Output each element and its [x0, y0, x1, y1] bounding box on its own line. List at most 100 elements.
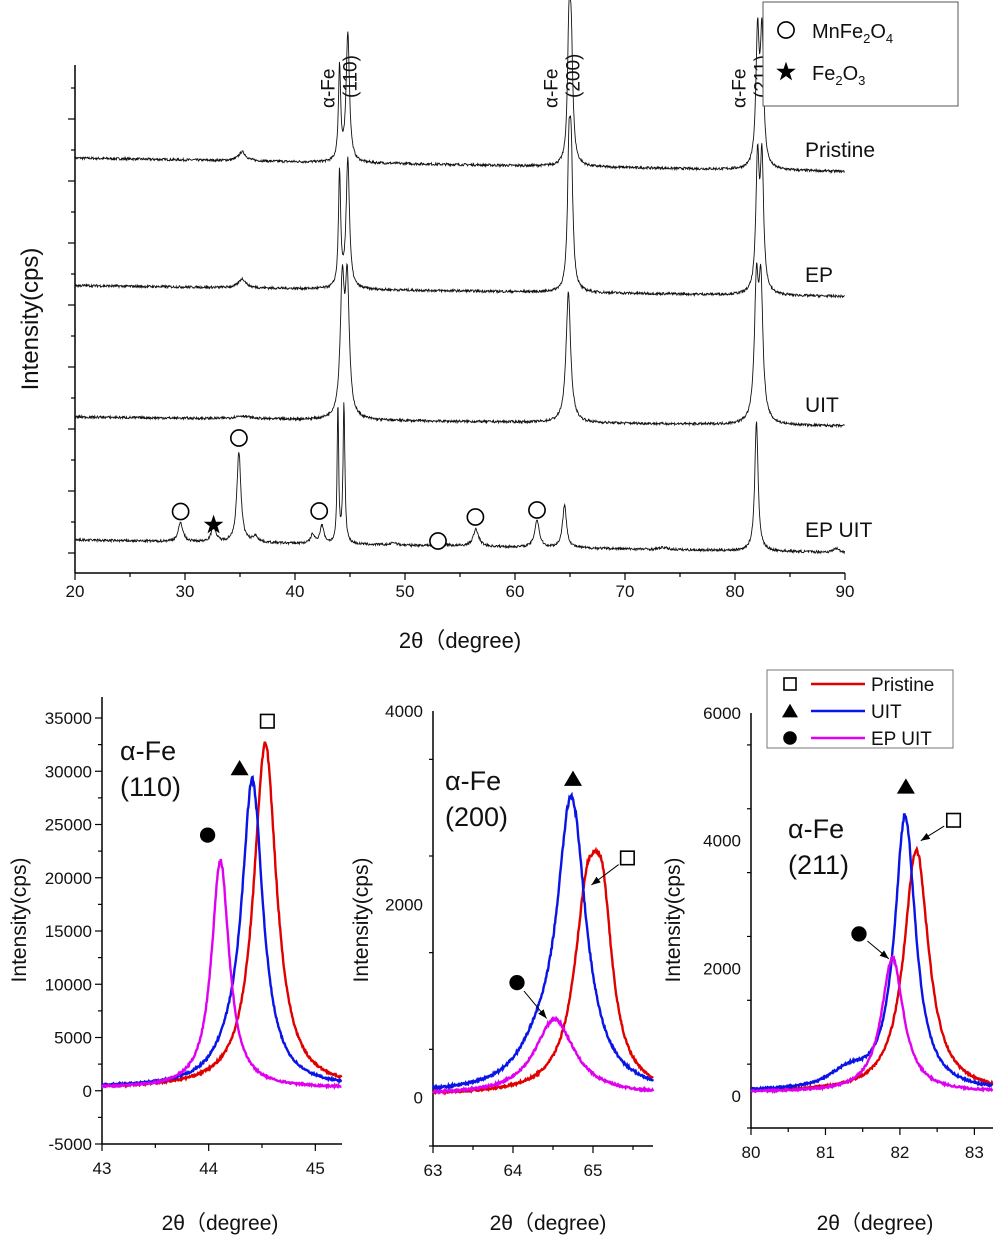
y-tick-label: 15000 [45, 922, 92, 941]
filled-circle-marker [509, 974, 525, 991]
y-axis-label: Intensity(cps) [8, 858, 31, 983]
subscript: 2 [863, 31, 870, 46]
peak-annotation: α-Fe [120, 736, 176, 766]
series-line-uit [74, 262, 845, 429]
legend-text: O [843, 63, 859, 85]
x-tick-label: 30 [176, 582, 195, 601]
arrow-head [538, 1009, 547, 1019]
panel-1-chart: -5000 0 5000 10000 15000 20000 25000 30000 35000… [8, 697, 343, 1235]
legend-star-icon [776, 61, 796, 81]
panel-3-chart: 0 2000 4000 6000 80 81 82 83 2θ（degree) Intensity… [662, 669, 994, 1235]
legend-text: MnFe [812, 21, 863, 43]
series-label: UIT [805, 394, 839, 417]
x-tick-label: 64 [504, 1161, 523, 1180]
series-line-ep-uit [432, 1015, 655, 1096]
legend-label: EP UIT [871, 729, 932, 750]
legend-label: Pristine [871, 675, 934, 696]
legend-text: O [870, 21, 886, 43]
arrow-head [591, 876, 601, 885]
x-tick-label: 40 [286, 582, 305, 601]
y-tick-label: 25000 [45, 816, 92, 835]
x-tick-label: 44 [199, 1159, 218, 1178]
peak-annotation: (200) [445, 802, 508, 832]
open-square-marker [259, 713, 275, 729]
x-tick-label: 80 [726, 582, 745, 601]
legend: Pristine UIT EP UIT [766, 669, 954, 750]
open-square-marker [945, 812, 962, 828]
arrow-head [879, 950, 889, 959]
x-axis-label: 2θ（degree) [162, 1212, 279, 1235]
x-axis-label: 2θ（degree) [490, 1212, 607, 1235]
series-line-ep-uit [101, 858, 342, 1091]
y-tick-label: 20000 [45, 869, 92, 888]
y-tick-label: 5000 [54, 1029, 92, 1048]
circle-marker [310, 502, 329, 520]
x-tick-label: 60 [506, 582, 525, 601]
peak-annotation: (211) [788, 850, 849, 880]
x-tick-label: 20 [66, 582, 85, 601]
x-tick-label: 81 [816, 1143, 835, 1162]
y-tick-label: 35000 [45, 709, 92, 728]
circle-marker [466, 508, 485, 526]
x-axis-label: 2θ（degree) [399, 628, 521, 653]
legend-circle-icon [777, 21, 795, 39]
y-tick-label: 6000 [703, 704, 741, 723]
peak-label: (110) [340, 55, 361, 98]
peak-label: (200) [564, 54, 585, 98]
series-label: Pristine [805, 139, 875, 162]
x-tick-label: 80 [742, 1143, 761, 1162]
subscript: 2 [835, 73, 842, 88]
x-tick-label: 65 [584, 1161, 603, 1180]
x-tick-label: 83 [965, 1143, 984, 1162]
x-tick-label: 50 [396, 582, 415, 601]
x-tick-label: 43 [93, 1159, 112, 1178]
peak-annotation: α-Fe [445, 766, 501, 796]
series-line-pristine [432, 846, 654, 1096]
series-label: EP [805, 264, 833, 287]
y-axis-label: Intensity(cps) [17, 248, 44, 391]
peak-annotation: (110) [120, 772, 181, 802]
legend-open-square-icon [783, 677, 797, 691]
y-tick-label: 0 [732, 1087, 741, 1106]
x-tick-label: 90 [836, 582, 855, 601]
peak-label: α-Fe [730, 69, 751, 108]
legend-box [762, 1, 959, 107]
legend-text: Fe [812, 63, 835, 85]
legend-triangle-icon [782, 703, 798, 718]
x-tick-label: 63 [424, 1161, 443, 1180]
series-label: EP UIT [805, 519, 872, 542]
peak-annotation: α-Fe [788, 814, 844, 844]
filled-circle-marker [851, 926, 867, 942]
y-tick-label: 10000 [45, 975, 92, 994]
legend-filled-circle-icon [783, 731, 797, 745]
legend-label: UIT [871, 702, 902, 723]
triangle-marker [230, 759, 249, 776]
y-tick-label: -5000 [49, 1135, 92, 1154]
circle-marker [229, 429, 248, 447]
series-line-uit [431, 791, 655, 1093]
star-marker [203, 514, 224, 534]
top-xrd-chart: 20 30 40 50 60 70 80 90 2θ（degree) Intensity(cps)… [17, 0, 959, 653]
triangle-marker [564, 770, 582, 786]
subscript: 3 [858, 73, 865, 88]
y-axis-label: Intensity(cps) [662, 858, 685, 983]
circle-marker [429, 532, 447, 550]
y-tick-label: 4000 [703, 832, 741, 851]
y-tick-label: 4000 [385, 702, 423, 721]
y-axis-label: Intensity(cps) [350, 858, 373, 983]
y-tick-label: 0 [414, 1089, 423, 1108]
panel-2-chart: 0 2000 4000 63 64 65 2θ（degree) Intensity(cps) α… [350, 702, 655, 1235]
series-line-pristine [74, 0, 845, 174]
legend-label: Fe2O3 [812, 63, 865, 88]
series-line-ep [74, 115, 845, 299]
y-tick-label: 30000 [45, 762, 92, 781]
circle-marker [528, 501, 546, 519]
peak-label: α-Fe [318, 69, 339, 108]
y-tick-label: 0 [83, 1082, 92, 1101]
open-square-marker [619, 850, 635, 866]
series-line-pristine [750, 845, 994, 1093]
y-tick-label: 2000 [703, 959, 741, 978]
filled-circle-marker [199, 827, 216, 843]
